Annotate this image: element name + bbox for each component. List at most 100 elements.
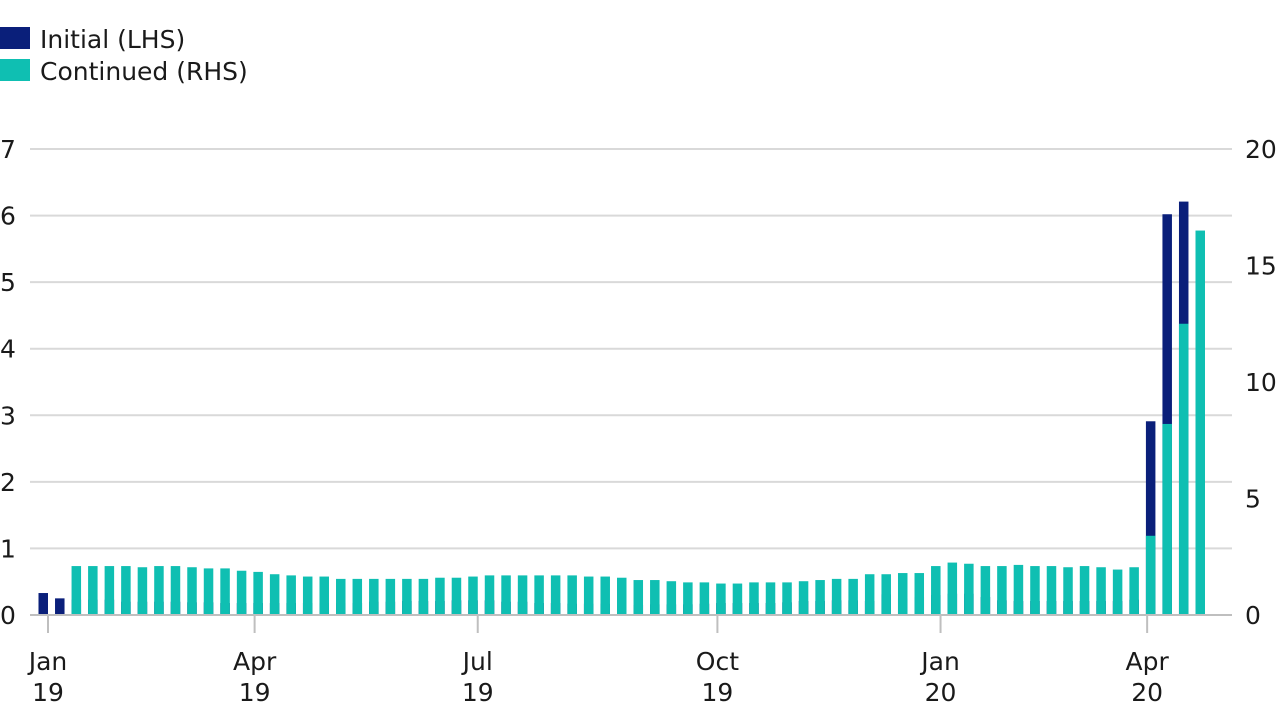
bar-continued [517,575,528,615]
bar-continued [1145,535,1156,615]
bar-continued [385,578,396,615]
bar-continued [1129,567,1139,615]
x-tick-label: Jan [27,647,68,676]
bar-continued [600,576,610,615]
bar-continued [567,575,577,615]
x-tick-label-year: 19 [462,678,494,707]
bar-continued [71,566,82,615]
bar-continued [831,578,842,615]
bar-continued [617,577,627,615]
bar-continued [964,563,974,615]
right-tick-label: 10 [1245,368,1277,397]
bar-continued [402,578,412,615]
bar-continued [352,578,363,615]
bar-continued [633,580,644,615]
bar-continued [864,574,875,615]
x-tick-label: Oct [696,647,739,676]
bar-continued [468,576,478,615]
bar-continued [732,583,743,615]
bar-initial [1162,214,1172,616]
bar-continued [1013,564,1024,615]
bar-continued [897,573,908,615]
bar-initial [55,598,65,615]
bar-continued [699,582,710,615]
bar-continued [418,578,429,615]
x-tick-label: Jul [461,647,493,676]
bar-continued [236,570,247,615]
bar-continued [435,577,445,615]
bar-continued [997,566,1007,615]
left-tick-label: 7 [0,135,16,164]
left-tick-label: 5 [0,268,16,297]
bar-continued [666,581,677,615]
bar-continued [137,567,148,615]
bar-continued [88,566,98,615]
bar-continued [683,582,693,615]
left-tick-label: 1 [0,534,16,563]
bar-continued [947,562,958,615]
x-tick-label-year: 19 [239,678,271,707]
bar-continued [319,576,329,615]
x-tick-label-year: 20 [1131,678,1163,707]
bar-continued [931,566,941,615]
legend-label-initial: Initial (LHS) [40,25,185,54]
bar-continued [1063,567,1073,615]
x-tick-label-year: 19 [702,678,734,707]
bar-continued [650,580,660,615]
x-tick-label: Apr [233,647,277,676]
bar-initial [1145,421,1156,615]
bar-continued [1112,569,1123,615]
x-tick-label-year: 19 [32,678,64,707]
bar-continued [170,566,181,615]
bar-continued [203,568,214,615]
x-tick-label-year: 20 [925,678,957,707]
bar-continued [121,566,131,615]
bars [38,201,1205,616]
bar-continued [848,578,858,615]
legend-label-continued: Continued (RHS) [40,57,248,86]
bar-continued [302,576,313,615]
bar-continued [749,582,759,615]
bar-continued [451,577,462,615]
legend-swatch-continued [0,59,30,81]
bar-continued [798,581,809,615]
left-tick-label: 2 [0,468,16,497]
x-tick-label: Jan [919,647,960,676]
left-tick-label: 4 [0,335,16,364]
right-tick-label: 15 [1245,252,1277,281]
bar-continued [583,576,594,615]
left-tick-label: 3 [0,401,16,430]
bar-continued [501,575,511,615]
legend-swatch-initial [0,27,30,49]
bar-initial [38,593,48,615]
bar-continued [815,580,825,615]
bar-continued [980,566,991,615]
bar-continued [369,578,379,615]
bar-continued [1162,423,1172,615]
left-tick-label: 6 [0,202,16,231]
right-tick-label: 20 [1245,135,1277,164]
bar-continued [336,578,346,615]
bar-continued [765,582,776,615]
bar-continued [154,566,164,615]
axes: 0123456705101520Jan19Apr19Jul19Oct19Jan2… [0,135,1277,707]
bar-continued [782,582,792,615]
bar-continued [286,575,296,615]
gridlines [30,148,1232,550]
right-tick-label: 5 [1245,485,1261,514]
bar-continued [550,575,561,615]
bar-continued [1079,566,1090,615]
bar-continued [1030,566,1040,615]
bar-continued [1195,230,1205,616]
bar-continued [1178,323,1189,615]
bar-continued [269,574,280,615]
bar-continued [716,583,726,615]
legend: Initial (LHS) Continued (RHS) [0,25,248,86]
bar-continued [484,575,495,615]
bar-continued [187,567,197,615]
bar-continued [220,568,230,615]
bar-continued [1096,567,1106,615]
bar-continued [881,574,891,615]
bar-continued [104,566,115,615]
